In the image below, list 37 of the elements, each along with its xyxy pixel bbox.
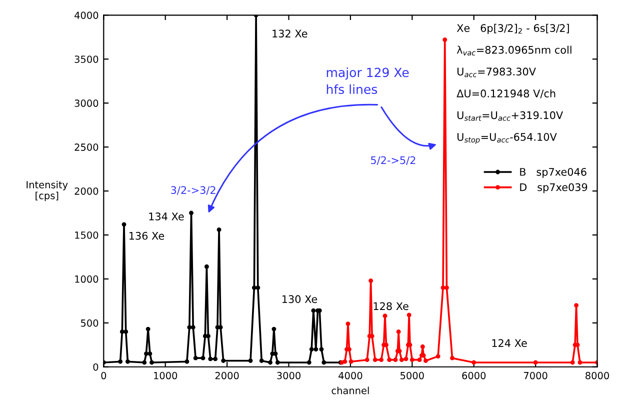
x-tick-label: 6000: [462, 372, 486, 380]
x-tick-label: 5000: [400, 372, 424, 380]
x-tick-label: 1000: [154, 372, 178, 380]
annotation: 136 Xe: [129, 232, 164, 240]
x-axis-title: channel: [332, 386, 369, 394]
x-tick-label: 8000: [586, 372, 609, 380]
annotation: ΔU=0.121948 V/ch: [456, 89, 556, 98]
annotation: U$_{start}$=U$_{acc}$+319.10V: [457, 111, 564, 121]
x-tick-label: 4000: [338, 372, 362, 380]
annotation: 3/2->3/2: [171, 186, 216, 195]
annotation: 132 Xe: [272, 30, 308, 38]
y-axis-title: Intensity [cps]: [26, 180, 68, 202]
y-tick-label: 500: [80, 319, 98, 327]
annotation: λ$_{vac}$=823.0965nm coll: [456, 46, 572, 56]
y-tick-label: 2000: [74, 187, 98, 195]
x-tick-label: 2000: [215, 372, 239, 380]
y-tick-label: 2500: [74, 144, 98, 151]
x-tick-label: 3000: [277, 372, 300, 380]
annotation: 5/2->5/2: [371, 156, 416, 165]
x-tick-label: 7000: [524, 372, 548, 380]
y-tick-label: 1500: [75, 231, 98, 239]
annotation: 128 Xe: [374, 302, 408, 310]
annotation: U$_{acc}$=7983.30V: [457, 68, 536, 78]
legend-label: B sp7xe046: [520, 168, 586, 178]
annotation: major 129 Xe hfs lines: [326, 67, 409, 94]
annotation: 134 Xe: [149, 212, 184, 220]
legend-label: D sp7xe039: [520, 183, 588, 194]
y-tick-label: 4000: [74, 12, 98, 19]
y-tick-label: 3000: [74, 100, 98, 107]
annotation: 124 Xe: [492, 339, 527, 348]
annotation: Xe 6p[3/2]$_{2}$ - 6s[3/2]: [456, 24, 569, 34]
x-tick-label: 0: [101, 372, 106, 380]
y-tick-label: 1000: [75, 275, 98, 283]
y-tick-label: 3500: [74, 56, 98, 63]
y-tick-label: 0: [93, 363, 98, 371]
annotation: U$_{stop}$=U$_{acc}$-654.10V: [457, 132, 557, 144]
annotation: 130 Xe: [282, 295, 318, 304]
